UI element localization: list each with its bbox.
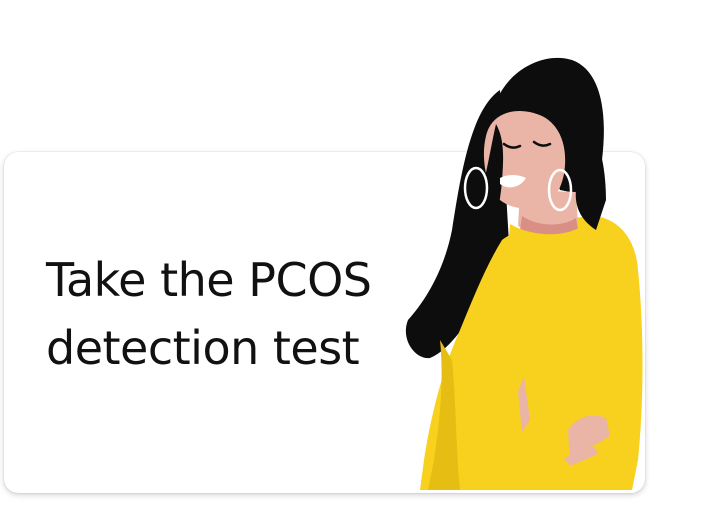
eye-left-icon [502, 142, 522, 149]
sweater-shadow [428, 340, 460, 490]
fingers [564, 432, 604, 466]
headline-line-2: detection test [46, 321, 360, 375]
headline-line-1: Take the PCOS [46, 253, 372, 307]
left-hand [518, 376, 530, 432]
earring-right-icon [547, 168, 573, 212]
earring-left-icon [463, 166, 489, 210]
hair-front [550, 104, 606, 230]
woman-illustration-icon [405, 57, 643, 490]
neck-shadow [520, 216, 578, 236]
collar [508, 222, 592, 262]
card-headline: Take the PCOS detection test [46, 246, 426, 382]
eye-right-icon [532, 140, 552, 147]
hair-side [450, 124, 504, 270]
lips [500, 175, 526, 188]
